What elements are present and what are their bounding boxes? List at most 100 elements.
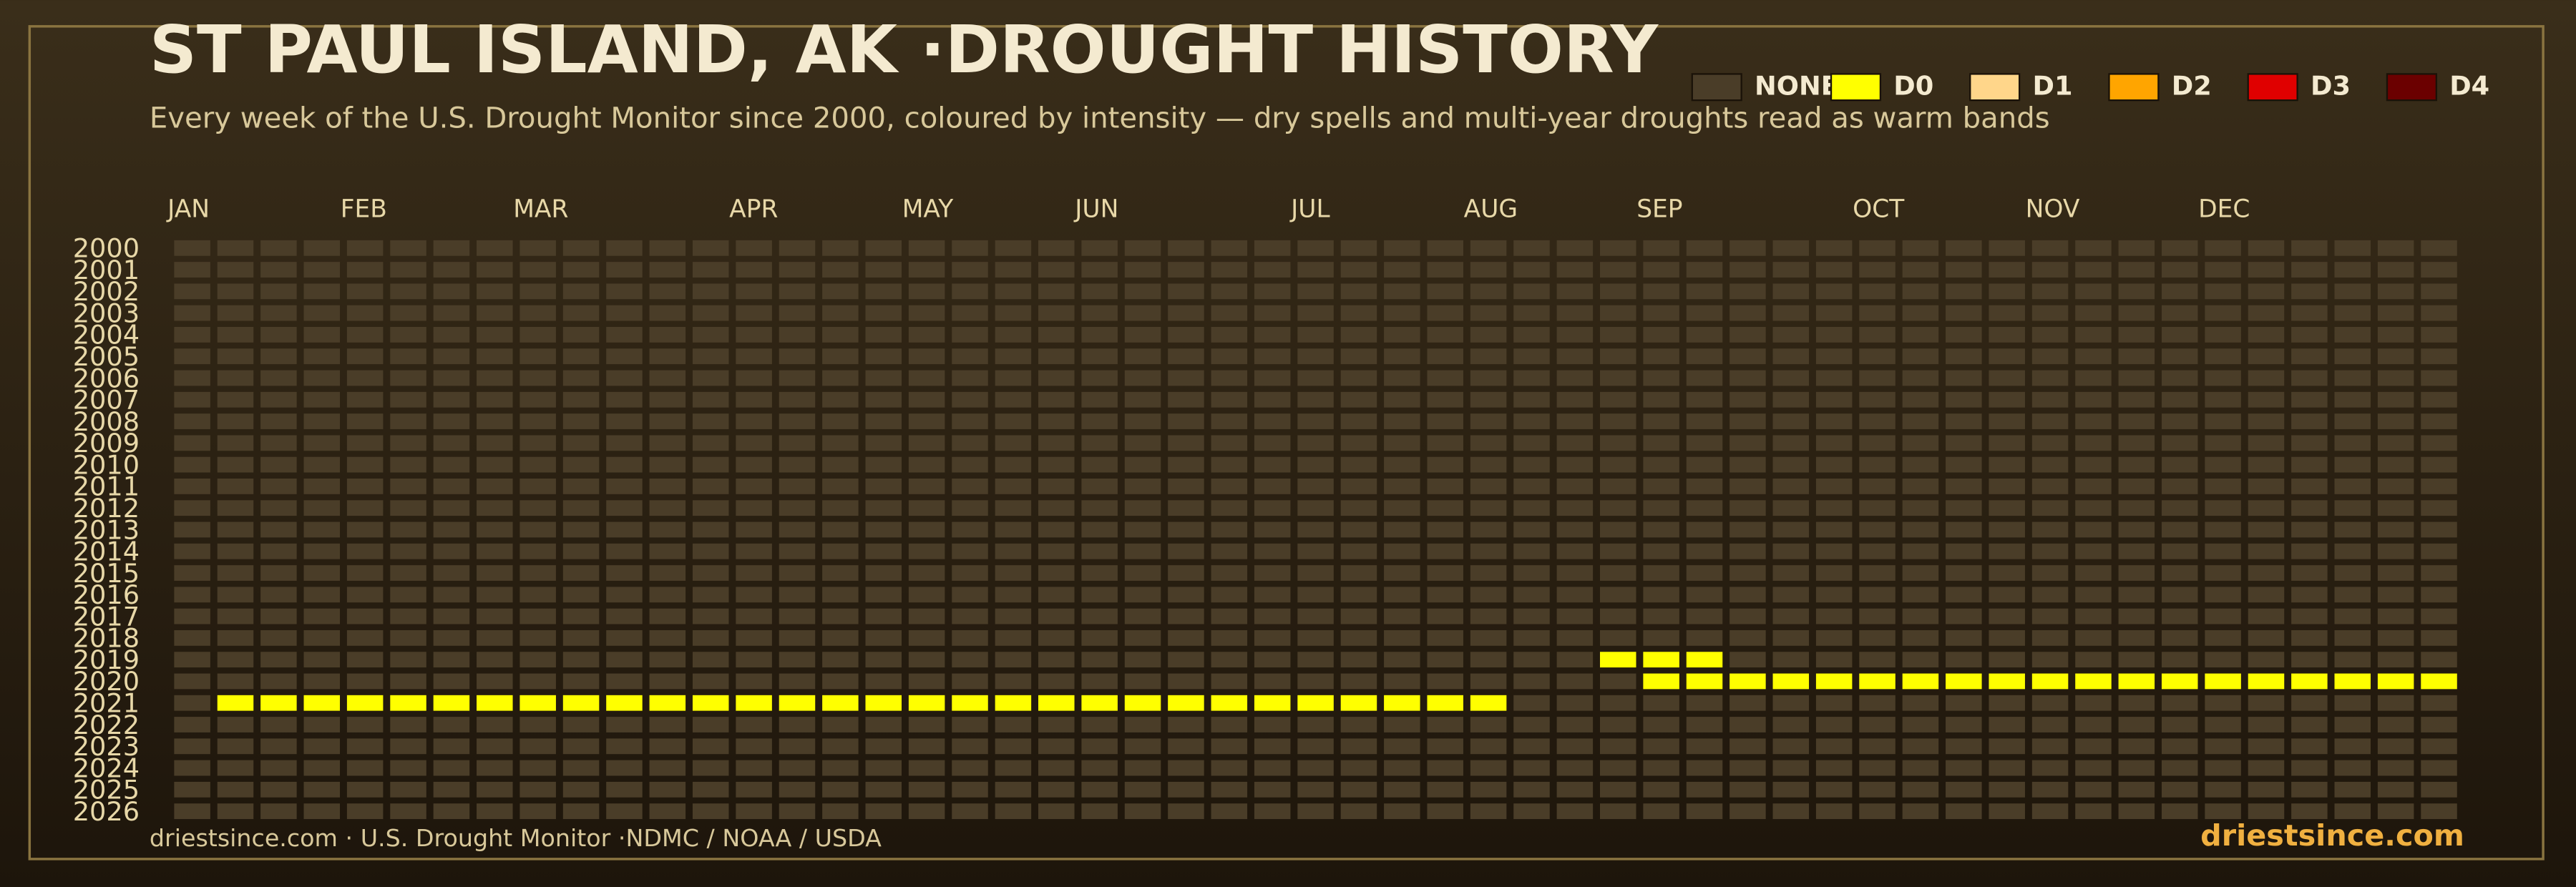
cell xyxy=(1772,327,1810,343)
cell xyxy=(1470,305,1507,321)
cell xyxy=(1686,717,1723,732)
cell xyxy=(1340,456,1377,473)
cell xyxy=(2291,565,2328,581)
cell xyxy=(1946,717,1982,732)
cell xyxy=(1168,305,1204,321)
cell xyxy=(1729,587,1766,603)
cell xyxy=(1211,695,1248,711)
cell xyxy=(1729,456,1766,473)
cell xyxy=(1427,695,1463,711)
cell xyxy=(736,781,772,798)
cell xyxy=(2075,565,2112,581)
cell xyxy=(433,565,470,581)
cell xyxy=(908,262,945,278)
cell xyxy=(260,500,297,516)
legend-label: D3 xyxy=(2311,70,2351,101)
cell xyxy=(2334,391,2371,408)
cell xyxy=(1340,673,1377,690)
cell xyxy=(390,435,426,451)
cell xyxy=(433,435,470,451)
cell xyxy=(2291,717,2328,732)
cell xyxy=(1772,695,1810,711)
cell xyxy=(390,348,426,365)
cell xyxy=(1427,738,1463,755)
cell xyxy=(2421,587,2457,603)
cell xyxy=(1384,587,1420,603)
cell xyxy=(1556,500,1594,516)
cell xyxy=(1297,456,1334,473)
cell xyxy=(1254,435,1291,451)
cell xyxy=(865,240,902,256)
cell xyxy=(1686,803,1723,820)
cell xyxy=(174,521,210,538)
cell xyxy=(303,456,341,473)
x-tick-label: JAN xyxy=(166,195,210,223)
cell xyxy=(2377,240,2414,256)
cell xyxy=(779,803,816,820)
cell xyxy=(217,240,254,256)
cell xyxy=(1815,456,1853,473)
cell xyxy=(562,587,600,603)
cell xyxy=(217,781,254,798)
cell xyxy=(1946,283,1982,300)
cell xyxy=(303,370,341,386)
cell xyxy=(519,500,556,516)
cell xyxy=(2291,240,2328,256)
cell xyxy=(2161,456,2198,473)
cell xyxy=(2248,348,2285,365)
cell xyxy=(1124,781,1161,798)
cell xyxy=(649,673,686,690)
cell xyxy=(649,240,686,256)
cell xyxy=(606,370,643,386)
cell xyxy=(562,262,600,278)
y-tick-label: 2026 xyxy=(73,796,140,827)
cell xyxy=(2291,500,2328,516)
cell xyxy=(2248,629,2285,646)
cell xyxy=(303,543,341,559)
cell xyxy=(822,673,859,690)
cell xyxy=(2118,456,2155,473)
cell xyxy=(606,781,643,798)
cell xyxy=(477,478,513,494)
y-tick-label: 2004 xyxy=(73,320,140,351)
cell xyxy=(952,370,988,386)
cell xyxy=(1211,521,1248,538)
cell xyxy=(174,262,210,278)
cell xyxy=(2118,435,2155,451)
cell xyxy=(1340,262,1377,278)
cell xyxy=(174,608,210,624)
cell xyxy=(390,781,426,798)
legend-swatch xyxy=(2247,73,2298,102)
cell xyxy=(477,262,513,278)
cell xyxy=(692,695,729,711)
cell xyxy=(1124,370,1161,386)
cell xyxy=(346,327,384,343)
cell xyxy=(606,262,643,278)
cell xyxy=(2205,240,2241,256)
x-tick-label: SEP xyxy=(1636,195,1682,223)
cell xyxy=(1556,673,1594,690)
cell xyxy=(822,781,859,798)
cell xyxy=(1772,652,1810,668)
cell xyxy=(2248,565,2285,581)
cell xyxy=(2334,608,2371,624)
cell xyxy=(952,760,988,776)
cell xyxy=(1815,717,1853,732)
cell xyxy=(1427,629,1463,646)
cell xyxy=(822,240,859,256)
cell xyxy=(260,391,297,408)
cell xyxy=(217,717,254,732)
cell xyxy=(908,370,945,386)
cell xyxy=(303,521,341,538)
cell xyxy=(477,760,513,776)
cell xyxy=(1254,283,1291,300)
cell xyxy=(779,391,816,408)
cell xyxy=(1643,370,1679,386)
cell xyxy=(2377,283,2414,300)
cell xyxy=(2377,413,2414,429)
cell xyxy=(1297,348,1334,365)
cell xyxy=(2334,456,2371,473)
cell xyxy=(1902,327,1939,343)
cell xyxy=(174,327,210,343)
cell xyxy=(303,565,341,581)
